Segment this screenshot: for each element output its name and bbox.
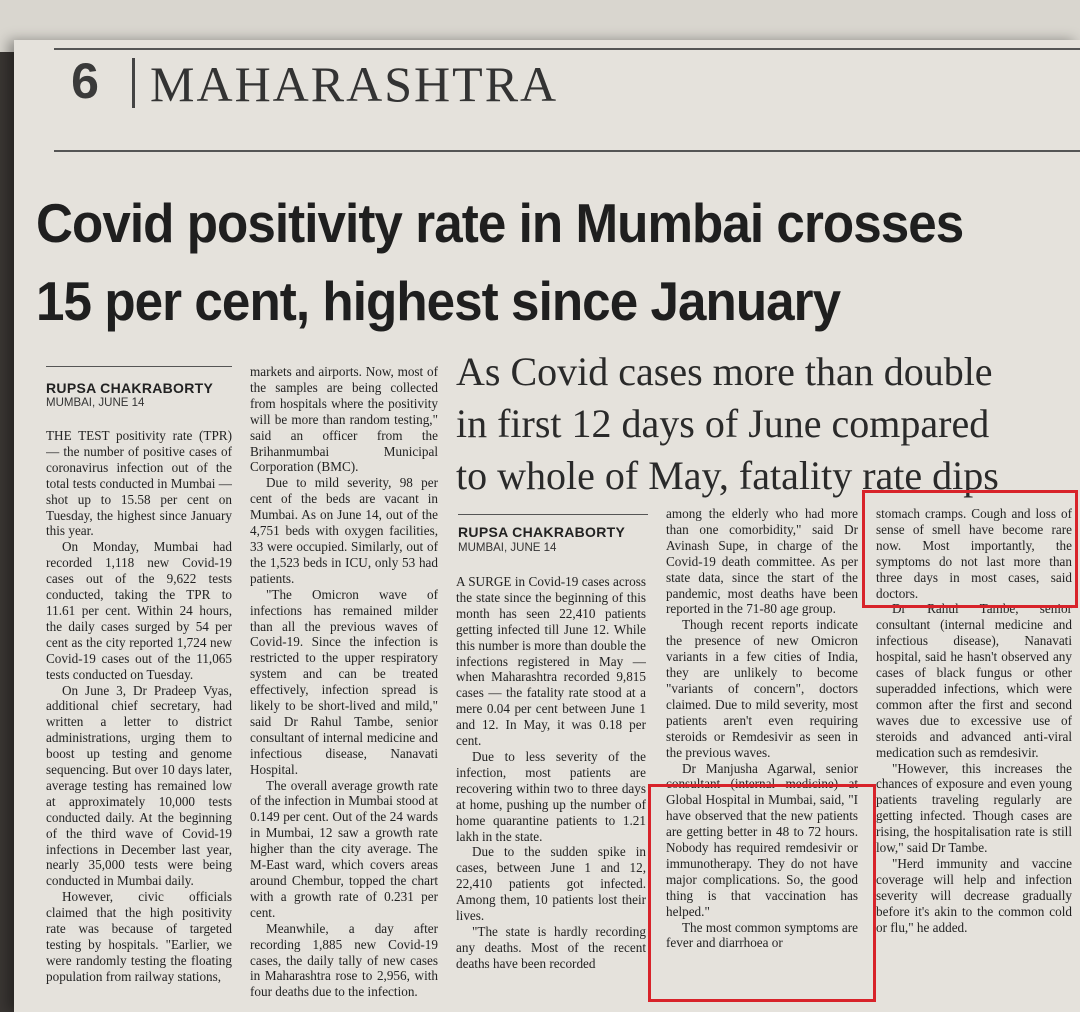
byline-rule-2 bbox=[458, 514, 648, 515]
highlight-box-symptoms bbox=[862, 490, 1078, 608]
paragraph: stomach cramps. Cough and loss of sense … bbox=[876, 506, 1072, 601]
masthead-top-rule bbox=[54, 48, 1080, 50]
headline-line-1: Covid positivity rate in Mumbai crosses bbox=[36, 192, 964, 254]
article-column-2: markets and airports. Now, most of the s… bbox=[250, 364, 438, 1012]
article-column-3: A SURGE in Covid-19 cases across the sta… bbox=[456, 574, 646, 1012]
paragraph: Due to mild severity, 98 per cent of the… bbox=[250, 475, 438, 586]
paragraph: "However, this increases the chances of … bbox=[876, 760, 1072, 856]
byline-author: RUPSA CHAKRABORTY bbox=[46, 380, 214, 396]
sub-headline: As Covid cases more than double in first… bbox=[456, 346, 1076, 502]
paragraph: Though recent reports indicate the prese… bbox=[666, 617, 858, 760]
paragraph: Due to less severity of the infection, m… bbox=[456, 748, 646, 844]
byline-author-2: RUPSA CHAKRABORTY bbox=[458, 524, 626, 540]
paragraph: A SURGE in Covid-19 cases across the sta… bbox=[456, 574, 646, 749]
paragraph: Meanwhile, a day after recording 1,885 n… bbox=[250, 920, 438, 1000]
paragraph: Dr Manjusha Agarwal, senior consultant (… bbox=[666, 760, 858, 919]
article-column-1: THE TEST positivity rate (TPR) — the num… bbox=[46, 428, 232, 1012]
paragraph: The overall average growth rate of the i… bbox=[250, 777, 438, 920]
paragraph: On Monday, Mumbai had recorded 1,118 new… bbox=[46, 539, 232, 682]
masthead-divider bbox=[132, 58, 135, 108]
subhead-line-2: in first 12 days of June compared bbox=[456, 401, 990, 446]
paragraph: among the elderly who had more than one … bbox=[666, 506, 858, 617]
main-headline: Covid positivity rate in Mumbai crosses … bbox=[36, 184, 1003, 340]
paragraph: Due to the sudden spike in cases, betwee… bbox=[456, 844, 646, 924]
paragraph: Dr Rahul Tambe, senior consultant (inter… bbox=[876, 601, 1072, 760]
highlight-box-quote bbox=[648, 784, 876, 1002]
headline-line-2: 15 per cent, highest since January bbox=[36, 270, 841, 332]
masthead-bottom-rule bbox=[54, 150, 1080, 152]
subhead-line-1: As Covid cases more than double bbox=[456, 349, 993, 394]
byline-rule bbox=[46, 366, 232, 367]
paragraph: The most common symptoms are fever and d… bbox=[666, 919, 858, 951]
article-column-4: among the elderly who had more than one … bbox=[666, 506, 858, 1012]
paragraph: markets and airports. Now, most of the s… bbox=[250, 364, 438, 475]
paragraph: On June 3, Dr Pradeep Vyas, additional c… bbox=[46, 682, 232, 889]
section-name: MAHARASHTRA bbox=[150, 56, 559, 112]
article-column-5: stomach cramps. Cough and loss of sense … bbox=[876, 506, 1072, 1012]
paragraph: "The state is hardly recording any death… bbox=[456, 923, 646, 971]
paragraph: "The Omicron wave of infections has rema… bbox=[250, 586, 438, 777]
byline-dateline-2: MUMBAI, JUNE 14 bbox=[458, 542, 557, 554]
paragraph: THE TEST positivity rate (TPR) — the num… bbox=[46, 428, 232, 539]
paragraph: However, civic officials claimed that th… bbox=[46, 889, 232, 984]
byline-dateline: MUMBAI, JUNE 14 bbox=[46, 397, 145, 409]
page-number: 6 bbox=[71, 53, 99, 109]
paragraph: "Herd immunity and vaccine coverage will… bbox=[876, 855, 1072, 935]
newspaper-page bbox=[14, 40, 1080, 1012]
